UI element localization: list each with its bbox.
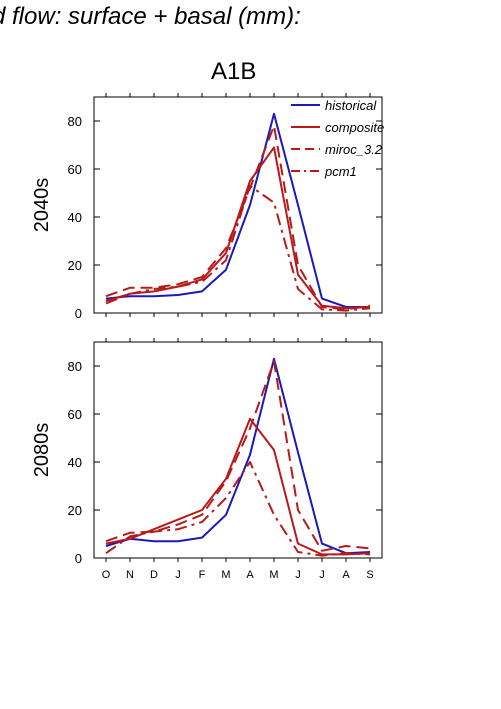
y-tick-label: 60 <box>68 407 82 422</box>
x-tick-label: D <box>150 569 158 581</box>
panel-heading: A1B <box>211 58 257 85</box>
series-line-historical <box>105 357 371 555</box>
x-tick-label: M <box>221 569 230 581</box>
y-tick-label: 0 <box>75 551 82 566</box>
panel-2080s: 0 20 40 60 80 O N D J F M A M J J A S 2080s <box>31 338 383 581</box>
x-tick-label: F <box>199 569 206 581</box>
y-tick-label: 0 <box>75 306 82 321</box>
legend-label: historical <box>325 98 377 113</box>
panel-2040s: 0 20 40 60 80 2040s historical composite miroc_3… <box>31 93 384 321</box>
series-line-pcm1 <box>105 461 371 557</box>
x-tick-label: N <box>126 569 134 581</box>
x-tick-label: J <box>295 569 301 581</box>
row-label: 2040s <box>31 178 53 233</box>
y-tick-label: 80 <box>68 359 82 374</box>
series-line-miroc_3.2 <box>105 124 371 311</box>
plot-frame <box>93 341 383 559</box>
x-tick-label: A <box>246 569 254 581</box>
legend-label: miroc_3.2 <box>325 142 383 157</box>
x-tick-label: J <box>175 569 181 581</box>
legend-label: pcm1 <box>324 164 357 179</box>
x-tick-label: A <box>342 569 350 581</box>
x-tick-label: J <box>319 569 325 581</box>
figure-title: d flow: surface + basal (mm): <box>0 3 301 30</box>
x-tick-label: S <box>366 569 373 581</box>
plot-frame <box>93 96 383 314</box>
series-line-miroc_3.2 <box>105 360 371 552</box>
series-line-historical <box>105 112 370 308</box>
y-tick-label: 20 <box>68 503 82 518</box>
y-tick-label: 20 <box>68 258 82 273</box>
x-tick-label: M <box>269 569 278 581</box>
y-tick-label: 40 <box>68 210 82 225</box>
legend-label: composite <box>325 120 384 135</box>
legend: historical composite miroc_3.2 pcm1 <box>291 98 384 179</box>
y-tick-label: 40 <box>68 455 82 470</box>
row-label: 2080s <box>31 423 53 478</box>
y-tick-label: 60 <box>68 162 82 177</box>
y-tick-label: 80 <box>68 114 82 129</box>
x-tick-label: O <box>102 569 111 581</box>
